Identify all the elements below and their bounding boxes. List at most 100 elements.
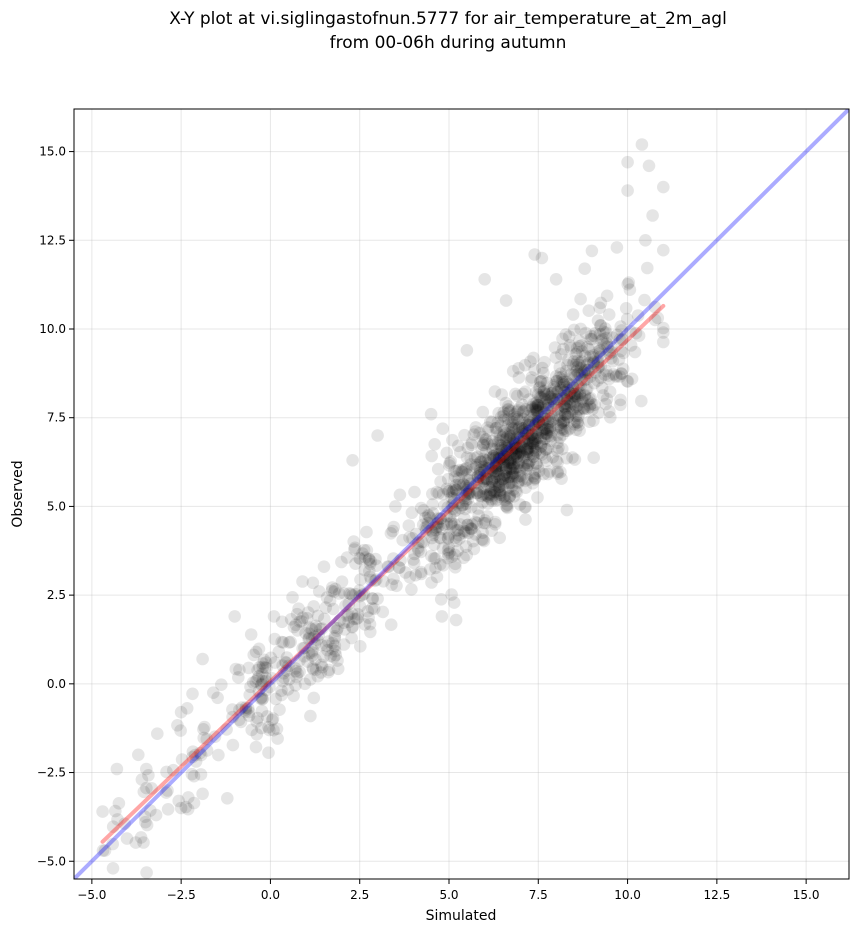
scatter-point: [414, 545, 428, 559]
scatter-point: [481, 421, 495, 434]
scatter-point: [566, 358, 580, 371]
scatter-point: [600, 392, 614, 406]
scatter-point: [284, 635, 297, 649]
y-tick-label: 10.0: [39, 322, 66, 336]
scatter-point: [504, 455, 517, 469]
scatter-point: [427, 552, 441, 565]
scatter-point: [408, 485, 421, 499]
scatter-point: [567, 368, 581, 382]
scatter-point: [476, 460, 489, 474]
scatter-point: [471, 470, 485, 484]
scatter-point: [575, 392, 589, 405]
scatter-point: [550, 374, 563, 388]
scatter-point: [255, 678, 268, 692]
scatter-point: [571, 360, 584, 374]
scatter-point: [604, 411, 617, 424]
scatter-point: [615, 333, 629, 347]
scatter-point: [420, 520, 434, 533]
scatter-point: [545, 392, 559, 406]
scatter-point: [531, 491, 544, 504]
scatter-point: [569, 409, 583, 423]
scatter-point: [436, 542, 450, 555]
scatter-point: [511, 476, 525, 490]
scatter-point: [546, 394, 560, 408]
scatter-point: [528, 408, 541, 421]
scatter-point: [594, 359, 608, 373]
scatter-point: [589, 326, 602, 340]
scatter-point: [427, 528, 440, 542]
scatter-point: [506, 364, 520, 378]
scatter-point: [462, 526, 475, 540]
scatter-point: [548, 393, 561, 406]
scatter-point: [497, 425, 511, 438]
scatter-point: [350, 612, 363, 626]
scatter-point: [457, 526, 471, 539]
scatter-point: [522, 418, 536, 432]
scatter-point: [528, 438, 542, 451]
scatter-point: [492, 434, 505, 448]
scatter-point: [505, 445, 518, 459]
scatter-point: [458, 491, 471, 505]
scatter-point: [509, 387, 522, 401]
scatter-point: [526, 402, 539, 416]
scatter-point: [329, 648, 343, 662]
scatter-point: [551, 393, 564, 406]
scatter-point: [578, 349, 592, 363]
scatter-point: [582, 363, 595, 377]
scatter-point: [460, 451, 474, 464]
scatter-point: [430, 570, 444, 584]
scatter-point: [344, 587, 358, 601]
scatter-point: [479, 433, 492, 446]
scatter-point: [396, 533, 410, 547]
scatter-point: [448, 517, 461, 531]
scatter-point: [533, 416, 546, 430]
scatter-point: [252, 642, 266, 656]
scatter-point: [543, 390, 557, 404]
scatter-point: [621, 375, 635, 388]
scatter-point: [363, 570, 377, 583]
scatter-point: [442, 541, 456, 554]
scatter-point: [496, 458, 510, 472]
x-tick-label: 7.5: [529, 888, 548, 902]
scatter-point: [457, 478, 471, 492]
scatter-point: [497, 448, 511, 462]
scatter-point: [583, 415, 596, 429]
scatter-point: [541, 467, 555, 481]
scatter-point: [498, 489, 512, 503]
scatter-point: [530, 414, 543, 428]
scatter-point: [382, 560, 395, 574]
scatter-point: [551, 419, 565, 433]
scatter-point: [540, 402, 554, 416]
scatter-point: [387, 520, 401, 534]
scatter-point: [510, 410, 523, 424]
scatter-point: [233, 703, 246, 717]
scatter-point: [449, 483, 463, 497]
scatter-point: [393, 488, 407, 502]
scatter-point: [318, 612, 331, 626]
scatter-point: [421, 508, 435, 522]
scatter-point: [311, 670, 325, 683]
scatter-point: [412, 544, 425, 557]
scatter-point: [337, 587, 351, 600]
scatter-point: [562, 353, 575, 367]
scatter-point: [489, 469, 503, 483]
scatter-point: [487, 450, 500, 463]
scatter-point: [559, 397, 572, 410]
scatter-point: [596, 333, 609, 346]
scatter-point: [606, 331, 619, 345]
scatter-point: [579, 383, 593, 397]
scatter-point: [540, 454, 553, 468]
scatter-point: [573, 386, 587, 400]
scatter-point: [503, 491, 516, 505]
scatter-point: [613, 370, 627, 383]
scatter-point: [266, 712, 280, 725]
scatter-point: [306, 661, 320, 675]
scatter-point: [524, 374, 538, 387]
scatter-point: [482, 461, 495, 475]
scatter-point: [242, 709, 256, 722]
x-tick-label: 2.5: [350, 888, 369, 902]
scatter-point: [449, 613, 463, 627]
scatter-point: [595, 381, 609, 395]
scatter-point: [469, 515, 482, 529]
scatter-point: [521, 459, 534, 472]
